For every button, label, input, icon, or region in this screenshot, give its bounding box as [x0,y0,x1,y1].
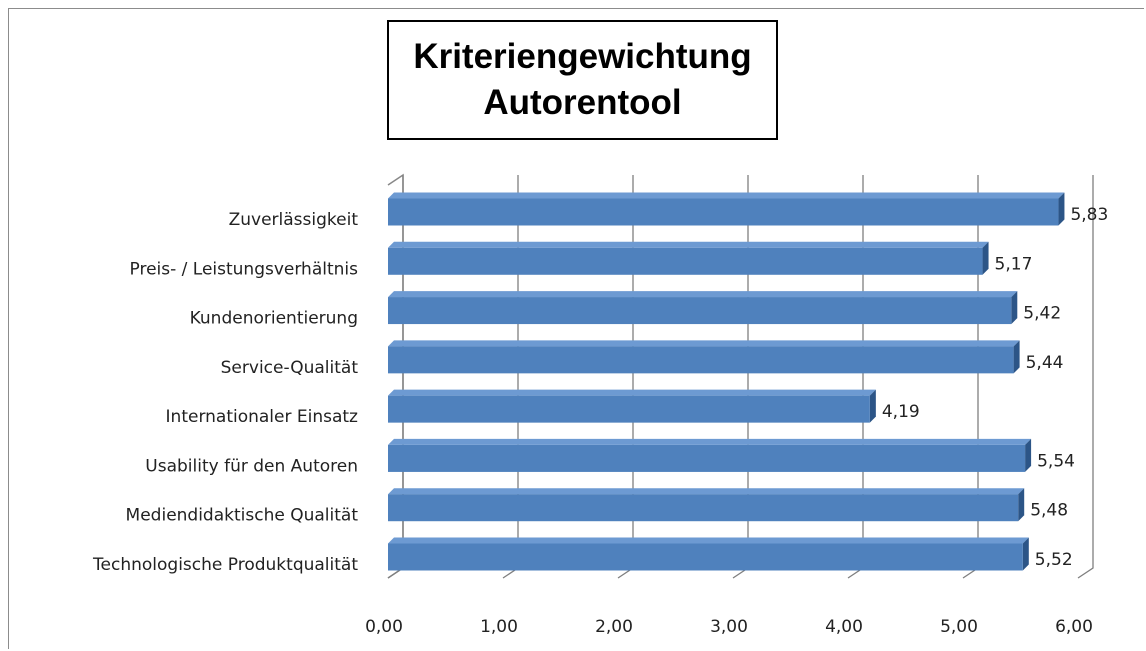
bar-top [388,389,876,396]
bar-top [388,340,1020,347]
y-tick-label: Preis- / Leistungsverhältnis [130,259,359,279]
x-tick-label: 0,00 [365,617,403,637]
data-label: 5,83 [1070,205,1108,225]
chart-title: Kriteriengewichtung Autorentool [387,20,778,140]
data-label: 5,52 [1035,550,1073,570]
bar [388,438,1032,472]
bar-side [1018,488,1025,522]
bar-front [388,346,1014,374]
x-tick-label: 3,00 [710,617,748,637]
bar-side [982,241,989,275]
y-tick-label: Usability für den Autoren [145,456,358,476]
data-label: 5,54 [1037,451,1075,471]
y-tick-label: Service-Qualität [221,358,359,378]
chart-frame [8,8,1144,649]
bar-side [1013,340,1020,374]
bar-top [388,488,1025,495]
bar-top [388,291,1018,298]
y-tick-label: Internationaler Einsatz [166,407,359,427]
bar-front [388,444,1026,472]
data-label: 4,19 [882,402,920,422]
bar-top [388,241,989,248]
bar [388,340,1020,374]
data-label: 5,17 [995,254,1033,274]
bar [388,537,1029,571]
data-label: 5,42 [1023,304,1061,324]
grid-line [1077,175,1094,579]
bar-side [1058,192,1065,226]
bar-front [388,198,1059,226]
x-tick-label: 5,00 [940,617,978,637]
y-tick-label: Technologische Produktqualität [92,555,358,575]
bar [388,488,1025,522]
bar-top [388,192,1065,199]
bar [388,192,1065,226]
bar [388,291,1018,325]
y-tick-label: Kundenorientierung [190,309,358,329]
x-tick-label: 6,00 [1055,617,1093,637]
y-tick-label: Mediendidaktische Qualität [126,506,359,526]
bar [388,241,989,275]
bar [388,389,876,423]
bar-front [388,494,1019,522]
x-tick-label: 4,00 [825,617,863,637]
y-tick-label: Zuverlässigkeit [229,210,359,230]
data-label: 5,44 [1026,353,1064,373]
x-tick-label: 2,00 [595,617,633,637]
bar-front [388,543,1023,571]
bar-front [388,297,1012,325]
bar-top [388,438,1032,445]
bar-side [1025,438,1032,472]
bar-front [388,395,870,423]
bar-top [388,537,1029,544]
bar-side [1011,291,1018,325]
bar-side [1022,537,1029,571]
data-label: 5,48 [1030,501,1068,521]
bar-front [388,247,983,275]
x-tick-label: 1,00 [480,617,518,637]
bar-side [869,389,876,423]
